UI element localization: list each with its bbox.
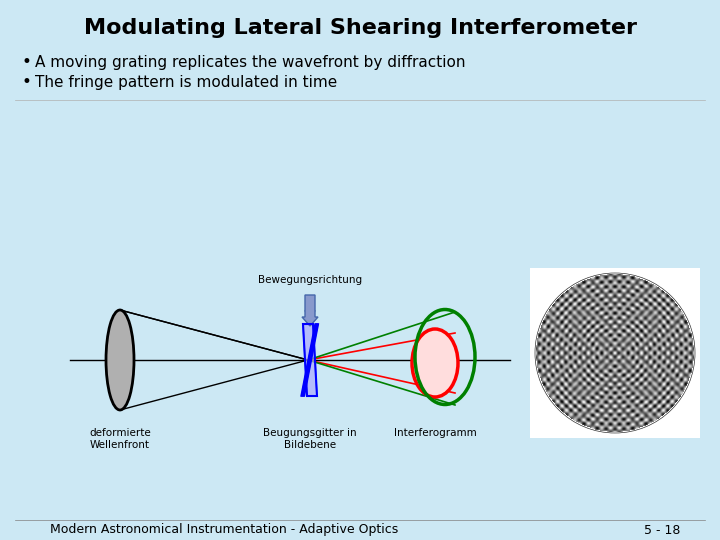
- Text: Modulating Lateral Shearing Interferometer: Modulating Lateral Shearing Interferomet…: [84, 18, 636, 38]
- Text: Beugungsgitter in
Bildebene: Beugungsgitter in Bildebene: [264, 428, 357, 450]
- Text: 5 - 18: 5 - 18: [644, 523, 680, 537]
- Text: The fringe pattern is modulated in time: The fringe pattern is modulated in time: [35, 75, 337, 90]
- Ellipse shape: [412, 329, 458, 397]
- FancyArrow shape: [302, 295, 318, 326]
- Text: deformierte
Wellenfront: deformierte Wellenfront: [89, 428, 151, 450]
- Text: Bewegungsrichtung: Bewegungsrichtung: [258, 275, 362, 285]
- Text: •: •: [22, 53, 32, 71]
- Bar: [530, 268, 700, 438]
- Polygon shape: [303, 324, 317, 396]
- Text: Modern Astronomical Instrumentation - Adaptive Optics: Modern Astronomical Instrumentation - Ad…: [50, 523, 398, 537]
- Text: A moving grating replicates the wavefront by diffraction: A moving grating replicates the wavefron…: [35, 55, 466, 70]
- Text: •: •: [22, 73, 32, 91]
- Ellipse shape: [106, 310, 134, 410]
- Text: Interferogramm: Interferogramm: [394, 428, 477, 438]
